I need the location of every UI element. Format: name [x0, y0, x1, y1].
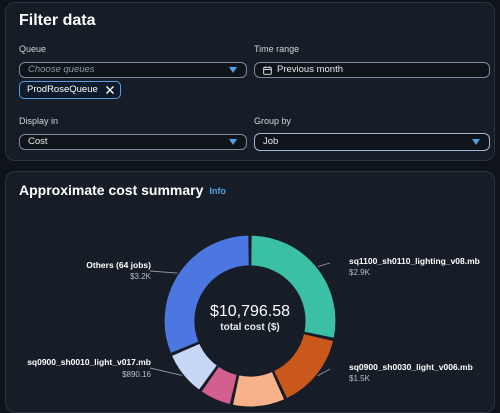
donut-slice-5[interactable] [163, 234, 250, 355]
legend-value-light-v006: $1.5K [349, 374, 370, 383]
queue-placeholder: Choose queues [28, 64, 95, 75]
time-range-field[interactable]: Previous month [254, 62, 490, 78]
leader-line-5 [149, 270, 178, 274]
leader-line-1 [317, 368, 331, 377]
queue-token: ProdRoseQueue [19, 81, 121, 99]
legend-label-lighting-v08: sq1100_sh0110_lighting_v08.mb [349, 256, 480, 266]
chevron-down-icon [472, 139, 480, 145]
display-in-label: Display in [19, 116, 59, 126]
donut-slice-1[interactable] [272, 332, 335, 400]
total-cost-label: total cost ($) [220, 322, 280, 333]
cost-summary-title-text: Approximate cost summary [19, 182, 204, 198]
time-range-label: Time range [254, 44, 300, 54]
group-by-select[interactable]: Job [254, 133, 490, 151]
leader-line-4 [149, 367, 183, 376]
cost-donut-chart [149, 234, 337, 408]
cost-summary-title: Approximate cost summary Info [19, 182, 226, 198]
legend-value-lighting-v08: $2.9K [349, 268, 370, 277]
group-by-label: Group by [254, 116, 292, 126]
close-icon[interactable] [105, 85, 115, 95]
legend-label-others: Others (64 jobs) [86, 260, 151, 270]
donut-slice-4[interactable] [170, 342, 219, 392]
calendar-icon [263, 66, 272, 75]
chevron-down-icon [229, 139, 237, 145]
display-in-value: Cost [28, 136, 48, 147]
leader-line-0 [317, 262, 331, 267]
queue-label: Queue [19, 44, 47, 54]
legend-value-light-v017: $890.16 [122, 370, 151, 379]
legend-value-others: $3.2K [130, 272, 151, 281]
filter-data-title: Filter data [19, 12, 96, 29]
legend-label-light-v017: sq0900_sh0010_light_v017.mb [27, 357, 151, 367]
donut-slice-0[interactable] [250, 234, 337, 340]
info-link[interactable]: Info [209, 186, 226, 196]
display-in-select[interactable]: Cost [19, 134, 247, 150]
total-cost-value: $10,796.58 [209, 303, 291, 320]
group-by-value: Job [263, 136, 279, 147]
queue-token-label: ProdRoseQueue [27, 84, 98, 95]
legend-label-light-v006: sq0900_sh0030_light_v006.mb [349, 362, 473, 372]
chevron-down-icon [229, 67, 237, 73]
queue-select[interactable]: Choose queues [19, 62, 247, 78]
cost-summary-panel: Approximate cost summary Info [5, 171, 495, 413]
filter-data-panel: Filter data Queue Choose queues Time ran… [5, 2, 495, 161]
time-range-value: Previous month [277, 64, 344, 75]
